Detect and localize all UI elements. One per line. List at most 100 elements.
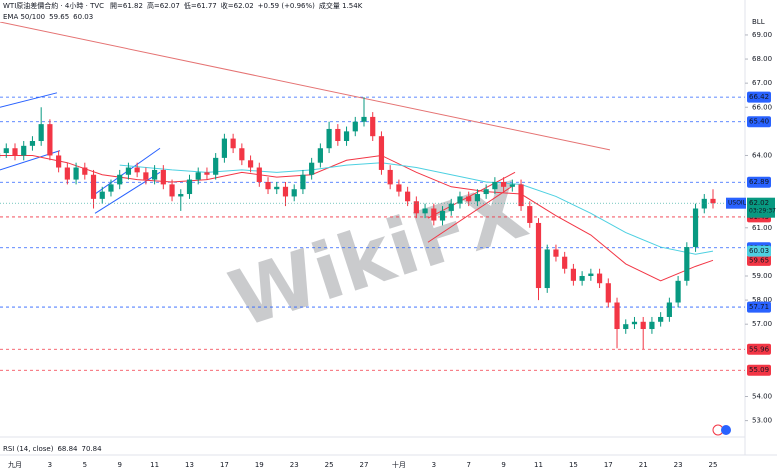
icon[interactable] [721, 425, 731, 435]
candle-body [553, 249, 559, 257]
candle-body [570, 268, 576, 281]
candle-body [56, 155, 62, 168]
candle-body [117, 174, 123, 185]
candle-body [692, 208, 699, 248]
candle-body [614, 302, 620, 330]
candle-body [588, 273, 594, 276]
x-tick-label: 3 [48, 461, 52, 469]
candle-body [125, 167, 132, 175]
candle-body [701, 198, 707, 209]
candle-body [631, 321, 638, 325]
trend-line [0, 92, 58, 108]
header-bg [0, 0, 330, 22]
ohlc-item: +0.59 (+0.96%) [258, 2, 316, 10]
candle-body [282, 186, 289, 197]
candle-body [675, 280, 681, 303]
candle-body [160, 169, 166, 185]
ohlc-item: 收=62.02 [221, 1, 254, 10]
candle-body [343, 131, 350, 142]
candle-body [413, 201, 419, 214]
currency: BLL [752, 18, 765, 26]
y-tick-label: 58.00 [752, 296, 772, 304]
price-label-bg [747, 364, 771, 376]
candle-body [466, 196, 472, 202]
y-tick-label: 69.00 [752, 31, 772, 39]
price-label: 66.42 [749, 93, 769, 101]
candle-body [361, 116, 367, 122]
price-label: 65.40 [749, 118, 769, 126]
candle-body [82, 167, 88, 175]
candle-body [317, 148, 323, 163]
candle-body [518, 184, 524, 207]
candle-body [387, 169, 393, 185]
x-tick-label: 九月 [8, 460, 22, 469]
candle-body [21, 145, 27, 156]
x-tick-label: 25 [325, 461, 334, 469]
candle-body [99, 191, 105, 199]
candle-body [623, 324, 629, 330]
price-label-bg [747, 116, 771, 128]
ema-value: 59.65 [49, 13, 69, 21]
candle-body [370, 116, 376, 137]
candle-body [448, 203, 454, 211]
candle-body [439, 210, 446, 221]
ohlc-item: 低=61.77 [184, 1, 217, 10]
x-tick-label: 3 [432, 461, 436, 469]
price-label-bg [747, 254, 771, 266]
x-tick-label: 11 [534, 461, 543, 469]
x-tick-label: 23 [674, 461, 683, 469]
candle-body [256, 167, 262, 182]
candle-body [230, 138, 236, 149]
x-tick-label: 27 [360, 461, 369, 469]
candle-body [38, 124, 44, 142]
y-tick-label: 66.00 [752, 103, 772, 111]
candle-body [710, 198, 716, 204]
x-tick-label: 19 [255, 461, 264, 469]
candle-body [213, 157, 219, 175]
candle-body [527, 206, 533, 223]
ohlc-item: 開=61.82 [110, 2, 143, 10]
trend-line [94, 171, 161, 214]
y-tick-label: 57.00 [752, 320, 772, 328]
candle-body [396, 184, 402, 192]
candle-body [684, 247, 690, 281]
candle-body [134, 167, 140, 173]
candle-body [649, 321, 655, 330]
x-tick-label: 7 [466, 461, 470, 469]
x-tick-label: 9 [117, 461, 121, 469]
candle-body [239, 148, 245, 161]
candle-body [509, 184, 515, 187]
rsi-label: RSI (14, close) [3, 445, 54, 453]
candle-body [47, 124, 53, 156]
candle-body [544, 249, 550, 289]
candle-body [483, 189, 489, 195]
price-label-bg [747, 91, 771, 103]
candle-body [562, 256, 568, 269]
candle-body [152, 169, 158, 180]
x-tick-label: 5 [83, 461, 87, 469]
candle-body [640, 321, 646, 330]
candle-body [108, 184, 114, 192]
candle-body [492, 181, 498, 190]
price-label-bg [747, 301, 771, 313]
candle-body [90, 174, 97, 199]
candle-body [422, 208, 428, 214]
candle-body [291, 189, 297, 197]
y-tick-label: 59.00 [752, 272, 772, 280]
candle-body [309, 162, 315, 175]
candle-body [378, 136, 385, 170]
x-tick-label: 17 [604, 461, 613, 469]
rsi-value: 68.84 [57, 445, 78, 453]
y-tick-label: 68.00 [752, 55, 772, 63]
candle-body [247, 160, 254, 168]
candle-body [143, 172, 149, 180]
y-tick-label: 67.00 [752, 79, 772, 87]
candle-body [335, 128, 341, 142]
ema-line [119, 162, 714, 255]
candle-body [265, 181, 271, 190]
ohlc-item: 成交量 1.54K [319, 1, 363, 10]
candle-body [431, 208, 437, 221]
price-label: 60.03 [749, 247, 769, 255]
